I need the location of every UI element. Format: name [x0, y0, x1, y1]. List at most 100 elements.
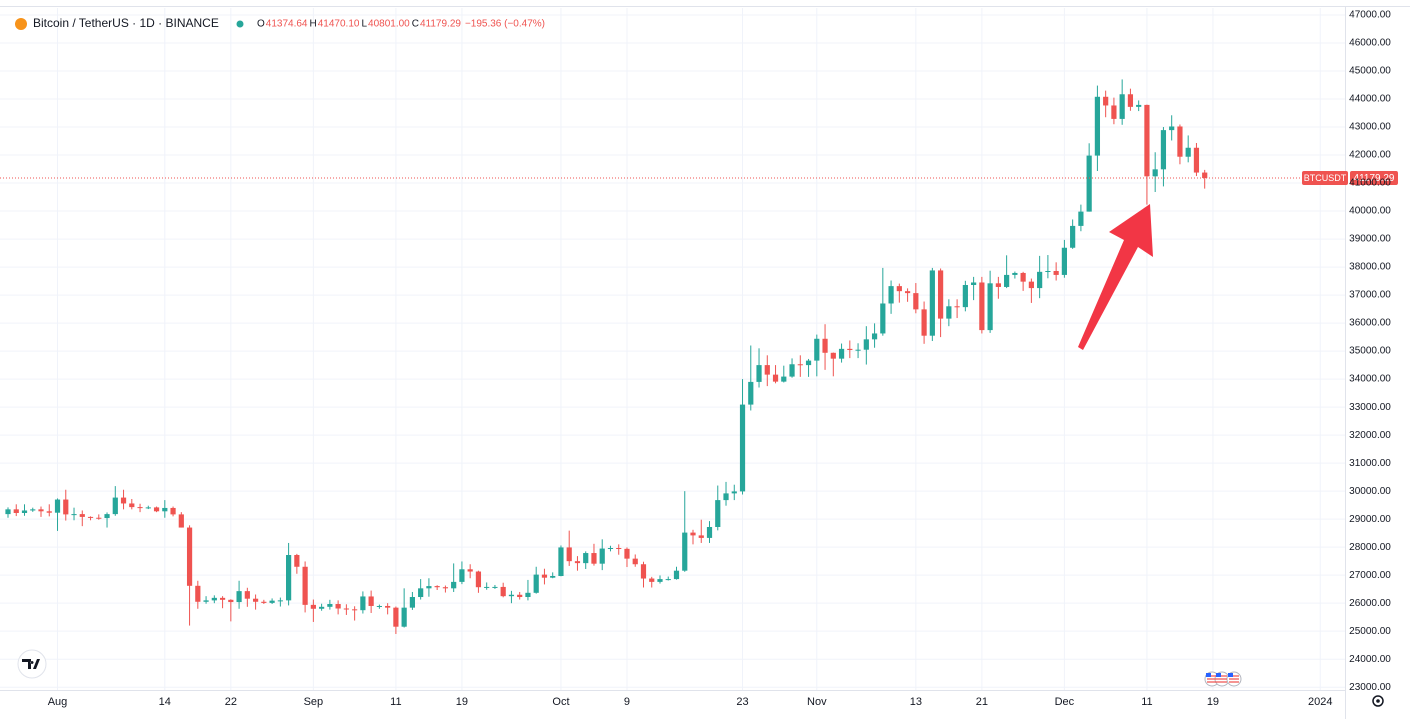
x-tick-label: Oct	[552, 696, 569, 708]
candle-body	[682, 532, 688, 571]
y-tick-label: 23000.00	[1349, 682, 1391, 693]
settings-icon[interactable]	[1372, 695, 1384, 707]
candle-body	[1119, 94, 1125, 119]
tradingview-logo	[17, 649, 47, 679]
candle-body	[286, 555, 292, 601]
candle-body	[87, 516, 94, 518]
y-tick-label: 33000.00	[1349, 402, 1391, 413]
candle-body	[706, 526, 713, 538]
candle-body	[723, 493, 729, 501]
candle-body	[632, 558, 638, 565]
candle-body	[995, 283, 1001, 287]
y-tick-label: 37000.00	[1349, 290, 1391, 301]
x-tick-label: Dec	[1055, 696, 1075, 708]
candle-body	[195, 585, 201, 602]
candle-body	[880, 303, 886, 334]
candle-body	[921, 309, 927, 336]
y-tick-label: 40000.00	[1349, 206, 1391, 217]
y-tick-label: 34000.00	[1349, 374, 1391, 385]
x-tick-label: 14	[159, 696, 171, 708]
legend-value: 41179.29	[420, 19, 461, 30]
candle-body	[979, 282, 985, 331]
candle-body	[1111, 105, 1117, 119]
candle-body	[1045, 270, 1051, 272]
legend-key: H	[310, 19, 317, 30]
candle-body	[591, 553, 597, 564]
x-tick-label: Aug	[48, 696, 68, 708]
candle-body	[715, 500, 721, 527]
candle-body	[38, 509, 44, 512]
candle-body	[805, 360, 812, 366]
candle-body	[748, 381, 754, 405]
candle-body	[739, 404, 746, 492]
event-flags	[1204, 671, 1242, 687]
y-tick-label: 28000.00	[1349, 542, 1391, 553]
candle-body	[13, 509, 19, 513]
candle-body	[789, 364, 795, 377]
candle-body	[104, 514, 110, 519]
candle-body	[962, 285, 968, 308]
candle-body	[781, 376, 787, 382]
candle-body	[459, 569, 465, 582]
candle-body	[1169, 126, 1175, 131]
candle-body	[772, 374, 779, 382]
candle-body	[1053, 270, 1059, 275]
candle-body	[550, 576, 556, 578]
candle-body	[252, 598, 259, 602]
candle-body	[896, 286, 902, 292]
candle-body	[624, 548, 630, 559]
candle-body	[112, 497, 118, 515]
candle-body	[863, 339, 869, 350]
candle-body	[574, 561, 581, 564]
candle-body	[343, 608, 349, 610]
candle-body	[186, 527, 193, 586]
candle-body	[599, 548, 605, 564]
candle-body	[277, 600, 283, 602]
candle-body	[1152, 169, 1158, 177]
y-tick-label: 24000.00	[1349, 654, 1391, 665]
candle-body	[904, 291, 911, 294]
y-tick-label: 25000.00	[1349, 626, 1391, 637]
candle-body	[162, 507, 168, 512]
y-tick-label: 32000.00	[1349, 430, 1391, 441]
candle-body	[451, 581, 457, 589]
candle-body	[888, 286, 894, 304]
legend-value: 41470.10	[318, 19, 360, 30]
candle-body	[376, 605, 382, 607]
candle-body	[236, 591, 242, 603]
candle-body	[814, 338, 820, 361]
candle-body	[319, 606, 325, 609]
candle-body	[517, 594, 523, 598]
candle-body	[541, 574, 548, 578]
candle-body	[418, 588, 424, 598]
candle-body	[302, 566, 308, 605]
candle-body	[211, 597, 217, 601]
legend-value: 40801.00	[368, 19, 410, 30]
candle-body	[401, 607, 407, 627]
candle-body	[690, 532, 696, 536]
y-tick-label: 31000.00	[1349, 458, 1391, 469]
symbol-title: Bitcoin / TetherUS · 1D · BINANCE	[33, 16, 219, 30]
symbol-tag-text: BTCUSDT	[1304, 173, 1347, 183]
candles	[5, 79, 1208, 634]
candle-body	[484, 586, 490, 588]
candle-body	[1185, 147, 1191, 157]
candle-body	[1094, 96, 1101, 156]
candle-body	[1070, 225, 1076, 248]
candle-body	[30, 509, 36, 511]
candle-body	[385, 605, 391, 608]
candle-body	[987, 283, 993, 331]
candle-body	[764, 365, 770, 375]
candle-body	[698, 535, 704, 538]
candle-body	[508, 594, 515, 597]
candle-body	[937, 270, 944, 319]
candle-body	[203, 600, 209, 602]
y-tick-label: 29000.00	[1349, 514, 1391, 525]
candle-body	[1177, 126, 1183, 157]
candle-body	[756, 365, 762, 382]
symbol-tag	[1302, 171, 1348, 186]
y-tick-label: 39000.00	[1349, 234, 1391, 245]
candle-body	[96, 517, 102, 519]
candle-body	[929, 270, 935, 336]
candle-body	[467, 569, 473, 572]
